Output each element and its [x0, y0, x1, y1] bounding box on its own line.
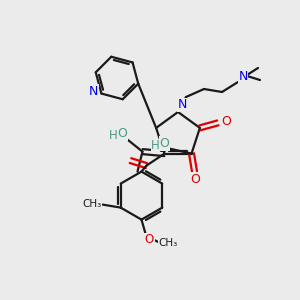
- Text: N: N: [238, 70, 248, 83]
- Text: O: O: [190, 173, 200, 186]
- Text: CH₃: CH₃: [82, 199, 101, 208]
- Text: H: H: [109, 129, 118, 142]
- Text: O: O: [221, 116, 231, 128]
- Text: O: O: [118, 127, 128, 140]
- Text: H: H: [151, 139, 160, 152]
- Text: N: N: [177, 98, 187, 112]
- Text: O: O: [145, 233, 154, 246]
- Text: N: N: [89, 85, 98, 98]
- Text: O: O: [160, 137, 170, 150]
- Text: CH₃: CH₃: [159, 238, 178, 248]
